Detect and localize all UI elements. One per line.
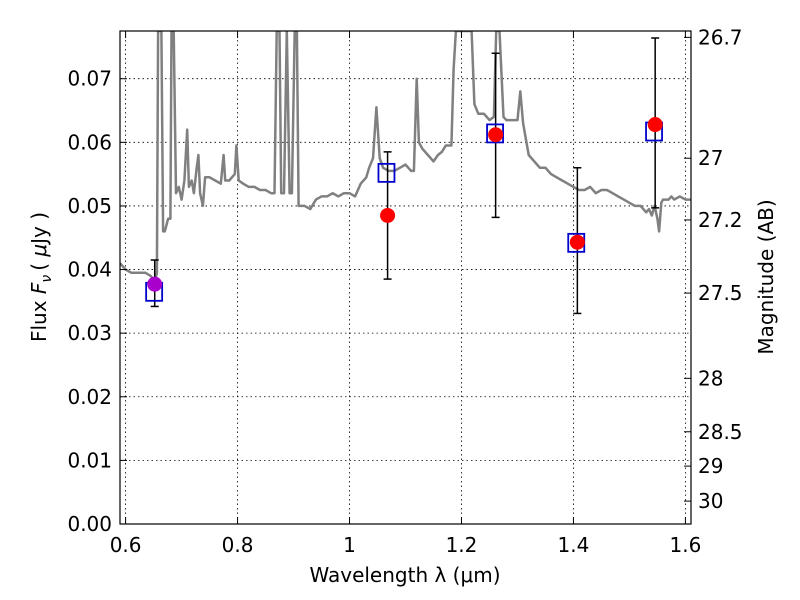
x-tick-label: 1.4 bbox=[558, 533, 590, 557]
magnitude-tick-label: 27.5 bbox=[698, 281, 743, 305]
magnitude-tick-label: 27.2 bbox=[698, 208, 743, 232]
observed-flux-point bbox=[569, 234, 585, 250]
x-axis-ticks: 0.6 0.8 1 1.2 1.4 1.6 bbox=[110, 31, 701, 557]
y-axis-title-mu: μ bbox=[27, 244, 51, 258]
x-tick-label: 0.8 bbox=[222, 533, 254, 557]
observed-flux-point bbox=[147, 276, 163, 292]
y-tick-label: 0.01 bbox=[67, 448, 112, 472]
magnitude-tick-label: 28.5 bbox=[698, 420, 743, 444]
y-tick-label: 0.02 bbox=[67, 385, 112, 409]
y-axis-title-open: ( bbox=[27, 257, 51, 271]
observed-flux-point bbox=[380, 207, 396, 223]
x-tick-label: 0.6 bbox=[110, 533, 142, 557]
magnitude-tick-label: 27 bbox=[698, 146, 723, 170]
x-tick-label: 1.2 bbox=[446, 533, 478, 557]
magnitude-tick-label: 26.7 bbox=[698, 25, 743, 49]
y-axis-title-symbol: F bbox=[27, 282, 51, 294]
y-tick-label: 0.06 bbox=[67, 130, 112, 154]
y-tick-label: 0.07 bbox=[67, 67, 112, 91]
y-axis-title-prefix: Flux bbox=[27, 294, 51, 342]
spectrum-line bbox=[120, 31, 691, 284]
y-tick-label: 0.03 bbox=[67, 321, 112, 345]
magnitude-tick-label: 29 bbox=[698, 454, 723, 478]
magnitude-axis-ticks: 26.7 27 27.2 27.5 28 28.5 29 30 bbox=[684, 25, 743, 513]
grid bbox=[120, 31, 691, 524]
template-spectrum bbox=[120, 31, 691, 284]
y-axis-title: Flux Fν ( μJy ) bbox=[27, 212, 55, 342]
y-tick-label: 0.00 bbox=[67, 512, 112, 536]
y-tick-label: 0.05 bbox=[67, 194, 112, 218]
y-tick-label: 0.04 bbox=[67, 258, 112, 282]
observed-flux-point bbox=[488, 127, 504, 143]
magnitude-tick-label: 28 bbox=[698, 366, 723, 390]
y-axis-title-subscript: ν bbox=[39, 275, 55, 283]
y-axis-ticks: 0.00 0.01 0.02 0.03 0.04 0.05 0.06 0.07 bbox=[67, 67, 127, 536]
y-axis-title-unit: Jy ) bbox=[27, 212, 51, 246]
model-flux-square bbox=[486, 123, 504, 144]
model-flux-square bbox=[377, 162, 396, 183]
x-axis-title: Wavelength λ (μm) bbox=[309, 563, 500, 587]
observed-flux-point bbox=[647, 117, 663, 133]
right-axis-title: Magnitude (AB) bbox=[754, 199, 778, 354]
plot-frame bbox=[119, 30, 692, 525]
x-tick-label: 1 bbox=[343, 533, 356, 557]
observed-flux-markers bbox=[147, 117, 663, 292]
x-tick-label: 1.6 bbox=[669, 533, 701, 557]
magnitude-tick-label: 30 bbox=[698, 489, 723, 513]
